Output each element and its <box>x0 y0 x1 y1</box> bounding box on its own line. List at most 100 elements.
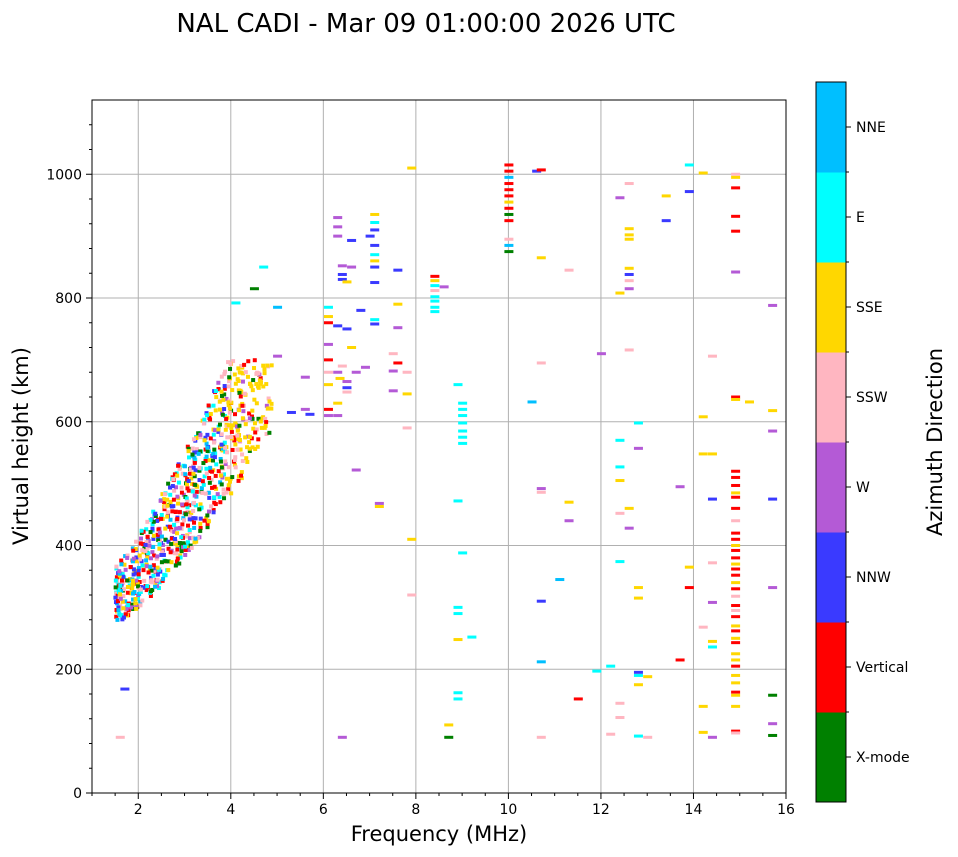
echo-point <box>175 519 180 524</box>
echo-point <box>187 528 192 533</box>
colorbar-segment <box>816 352 846 443</box>
echo-point <box>221 492 226 497</box>
echo-point <box>731 624 741 628</box>
echo-point <box>323 358 333 362</box>
echo-point <box>159 516 164 521</box>
echo-point <box>206 519 211 524</box>
echo-point <box>211 510 216 515</box>
echo-point <box>180 522 185 527</box>
echo-point <box>458 421 468 425</box>
echo-point <box>222 372 227 377</box>
echo-point <box>731 229 741 233</box>
colorbar-label: SSE <box>856 300 883 316</box>
echo-point <box>203 458 208 463</box>
echo-point <box>185 540 190 545</box>
echo-point <box>150 550 155 555</box>
echo-point <box>185 444 190 449</box>
echo-point <box>388 352 398 356</box>
echo-point <box>202 474 207 479</box>
echo-point <box>144 588 149 593</box>
echo-point <box>263 416 268 421</box>
echo-point <box>151 573 156 578</box>
echo-point <box>222 392 227 397</box>
echo-point <box>131 578 136 583</box>
echo-point <box>171 477 176 482</box>
echo-point <box>228 361 233 366</box>
echo-point <box>333 324 343 328</box>
echo-point <box>229 426 234 431</box>
echo-point <box>216 380 221 385</box>
echo-point <box>370 228 380 232</box>
echo-point <box>768 409 778 413</box>
echo-point <box>250 388 255 393</box>
chart-title: NAL CADI - Mar 09 01:00:00 2026 UTC <box>176 9 675 39</box>
echo-point <box>120 599 125 604</box>
echo-point <box>191 471 196 476</box>
echo-point <box>237 437 242 442</box>
echo-point <box>218 473 223 478</box>
echo-point <box>731 270 741 274</box>
echo-point <box>615 716 625 720</box>
echo-point <box>203 456 208 461</box>
echo-point <box>176 480 181 485</box>
echo-point <box>210 485 215 490</box>
echo-point <box>189 476 194 481</box>
echo-point <box>360 365 370 369</box>
echo-point <box>205 413 210 418</box>
echo-point <box>254 401 259 406</box>
echo-point <box>731 690 741 694</box>
echo-point <box>157 542 162 547</box>
echo-point <box>197 478 202 483</box>
echo-point <box>133 571 138 576</box>
echo-point <box>230 423 235 428</box>
echo-point <box>707 735 717 739</box>
echo-point <box>151 519 156 524</box>
echo-point <box>731 519 741 523</box>
echo-point <box>337 364 347 368</box>
echo-point <box>264 382 269 387</box>
echo-point <box>145 545 150 550</box>
echo-point <box>633 446 643 450</box>
echo-point <box>246 359 251 364</box>
colorbar-segment <box>816 82 846 173</box>
echo-point <box>430 310 440 314</box>
echo-point <box>120 572 125 577</box>
echo-point <box>731 604 741 608</box>
echo-point <box>225 435 230 440</box>
echo-point <box>707 645 717 649</box>
echo-point <box>536 487 546 491</box>
y-tick-label: 200 <box>55 662 82 678</box>
y-tick-label: 600 <box>55 415 82 431</box>
echo-point <box>202 417 207 422</box>
echo-point <box>202 438 207 443</box>
echo-point <box>684 163 694 167</box>
echo-point <box>388 369 398 373</box>
echo-point <box>131 548 136 553</box>
echo-point <box>146 551 151 556</box>
echo-point <box>430 295 440 299</box>
echo-point <box>731 186 741 190</box>
echo-point <box>245 374 250 379</box>
echo-point <box>467 635 477 639</box>
echo-point <box>333 370 343 374</box>
echo-point <box>204 471 209 476</box>
echo-point <box>707 452 717 456</box>
echo-point <box>212 447 217 452</box>
echo-point <box>248 381 253 386</box>
echo-point <box>219 465 224 470</box>
echo-point <box>172 472 177 477</box>
echo-point <box>504 250 514 254</box>
echo-point <box>224 396 229 401</box>
echo-point <box>624 287 634 291</box>
echo-point <box>162 497 167 502</box>
echo-point <box>458 435 468 439</box>
echo-point <box>179 502 184 507</box>
echo-point <box>347 238 357 242</box>
echo-point <box>208 465 213 470</box>
echo-point <box>170 509 175 514</box>
echo-point <box>227 406 232 411</box>
echo-point <box>216 424 221 429</box>
echo-point <box>191 465 196 470</box>
echo-point <box>144 527 149 532</box>
echo-point <box>198 435 203 440</box>
